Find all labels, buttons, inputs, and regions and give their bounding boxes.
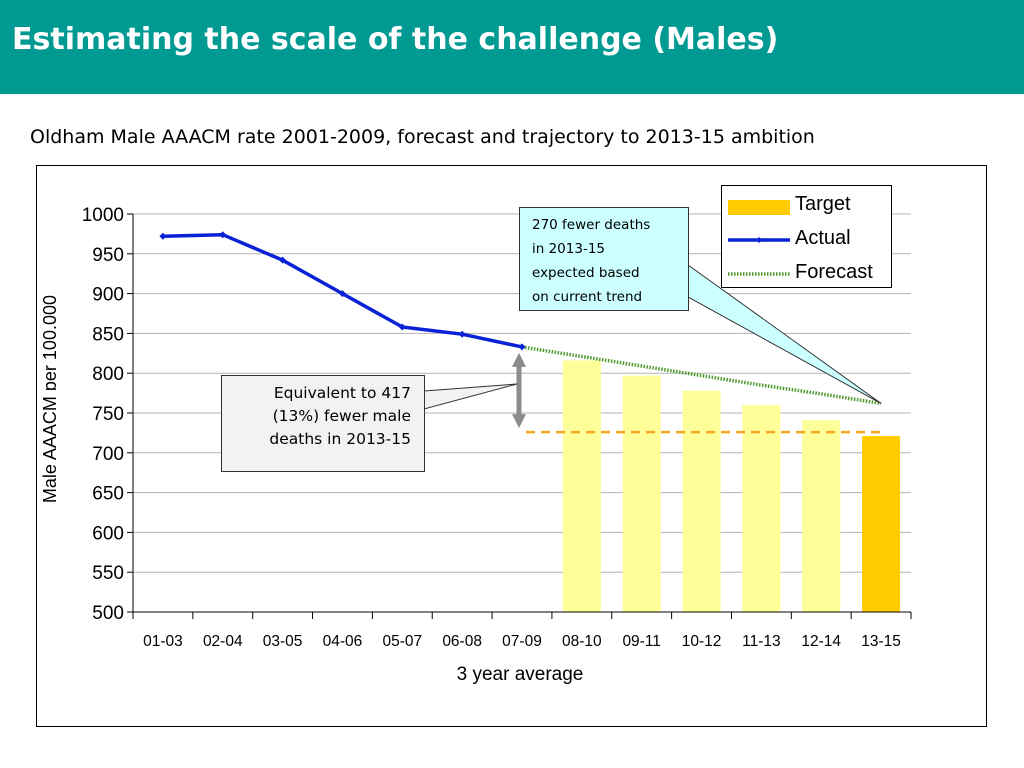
y-tick-label: 600 — [92, 523, 124, 544]
x-tick-label: 02-04 — [203, 633, 243, 650]
x-tick-label: 09-11 — [622, 633, 661, 650]
y-tick-label: 1000 — [82, 205, 124, 226]
callout-left-pointer — [423, 383, 518, 410]
chart-subtitle: Oldham Male AAACM rate 2001-2009, foreca… — [30, 126, 815, 148]
actual-point — [159, 232, 167, 240]
x-tick-label: 05-07 — [382, 633, 422, 650]
y-tick-label: 800 — [92, 364, 124, 385]
x-tick-label: 08-10 — [562, 633, 602, 650]
y-tick-label: 550 — [92, 563, 124, 584]
target-bar — [862, 436, 901, 612]
gap-arrow-head-down — [512, 414, 526, 429]
target-bar — [682, 390, 721, 612]
y-tick-label: 650 — [92, 484, 124, 505]
callout-line: expected based — [532, 265, 640, 281]
actual-point — [279, 256, 287, 264]
target-bar — [622, 375, 661, 612]
x-tick-label: 11-13 — [742, 633, 781, 650]
callout-line: in 2013-15 — [532, 241, 606, 257]
legend-swatch-target — [728, 200, 790, 215]
x-tick-label: 06-08 — [442, 633, 482, 650]
legend-item-forecast: Forecast — [722, 258, 891, 288]
legend-item-actual: Actual — [722, 224, 891, 254]
page-title: Estimating the scale of the challenge (M… — [12, 22, 779, 57]
legend-label-actual: Actual — [795, 227, 851, 249]
callout-line: 270 fewer deaths — [532, 217, 651, 233]
callout-equivalent-deaths: Equivalent to 417 (13%) fewer male death… — [221, 375, 425, 472]
x-tick-label: 07-09 — [502, 633, 542, 650]
x-axis-title: 3 year average — [456, 664, 584, 685]
actual-point — [338, 290, 346, 298]
gap-arrow-head-up — [512, 352, 526, 367]
target-bar — [802, 420, 841, 612]
y-tick-label: 750 — [92, 404, 124, 425]
x-tick-label: 03-05 — [263, 633, 303, 650]
actual-point — [518, 343, 526, 351]
legend-item-target: Target — [722, 190, 891, 220]
legend-label-forecast: Forecast — [795, 261, 873, 283]
legend: Target Actual Forecast — [721, 185, 892, 288]
actual-point — [219, 231, 227, 239]
target-bar — [742, 405, 781, 612]
callout-line: Equivalent to 417 — [273, 384, 411, 402]
callout-line: (13%) fewer male — [272, 407, 411, 425]
x-tick-label: 01-03 — [143, 633, 183, 650]
x-tick-label: 12-14 — [801, 633, 841, 650]
legend-label-target: Target — [795, 193, 851, 215]
callout-fewer-deaths: 270 fewer deaths in 2013-15 expected bas… — [519, 207, 689, 311]
legend-swatch-forecast — [728, 272, 790, 276]
x-tick-label: 04-06 — [323, 633, 363, 650]
y-tick-label: 850 — [92, 324, 124, 345]
y-axis-title-wrap: Male AAACM per 100,000 — [42, 295, 56, 595]
y-tick-label: 900 — [92, 285, 124, 306]
y-axis-title: Male AAACM per 100,000 — [42, 295, 56, 504]
forecast-line — [521, 345, 882, 406]
target-bar — [562, 360, 601, 612]
callout-line: on current trend — [532, 289, 643, 305]
x-tick-label: 10-12 — [682, 633, 722, 650]
y-tick-label: 950 — [92, 245, 124, 266]
y-tick-label: 700 — [92, 444, 124, 465]
callout-line: deaths in 2013-15 — [269, 430, 411, 448]
legend-swatch-actual — [728, 237, 790, 243]
x-tick-label: 13-15 — [861, 633, 901, 650]
title-bar: Estimating the scale of the challenge (M… — [0, 0, 1024, 94]
actual-point — [398, 323, 406, 331]
y-tick-label: 500 — [92, 603, 124, 624]
actual-point — [458, 330, 466, 338]
